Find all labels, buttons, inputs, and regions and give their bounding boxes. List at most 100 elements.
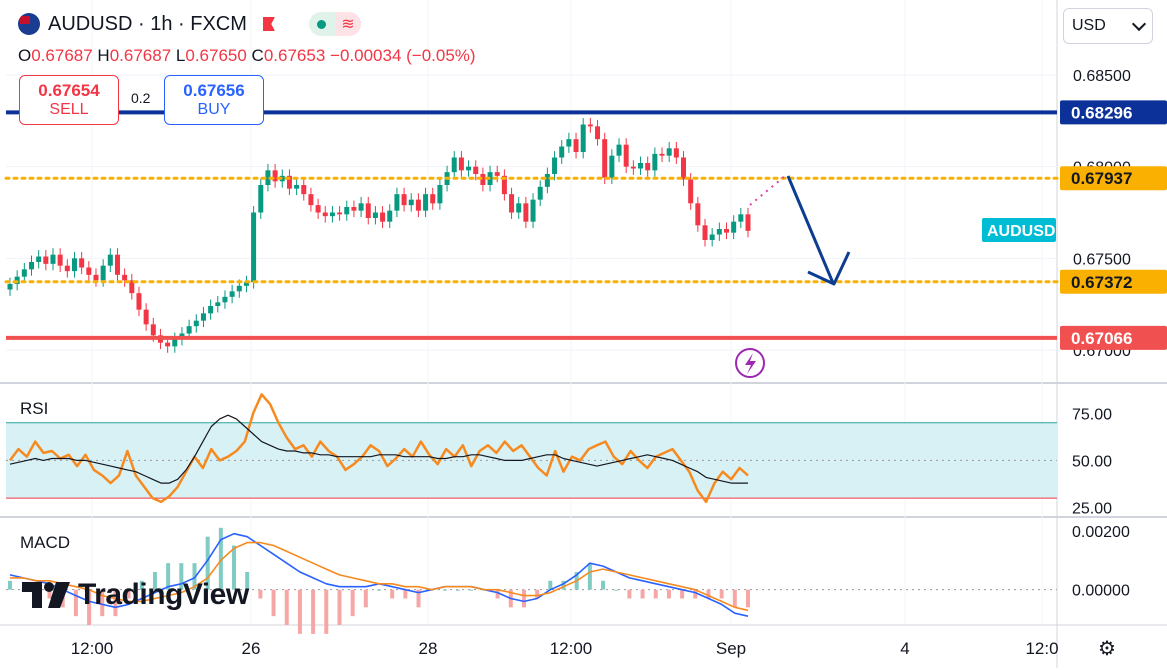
candle-body	[423, 194, 429, 211]
macd-histogram-bar	[548, 580, 553, 590]
macd-histogram-bar	[666, 589, 671, 599]
macd-histogram-bar	[653, 589, 658, 599]
candle-body	[616, 144, 622, 156]
macd-histogram-bar	[284, 589, 289, 625]
macd-histogram-bar	[416, 589, 421, 608]
macd-histogram-bar	[87, 589, 92, 625]
candle-body	[673, 148, 679, 158]
macd-histogram-bar	[746, 589, 750, 608]
macd-histogram-bar	[337, 589, 342, 625]
forecast-dotted-line	[749, 175, 786, 206]
candle-body	[537, 186, 543, 200]
candle-body	[702, 225, 708, 240]
time-tick-label: 12:0	[1025, 639, 1058, 658]
level-price-tag	[1060, 100, 1167, 125]
high-value: 0.67687	[109, 46, 172, 65]
symbol-title[interactable]: AUDUSD · 1h · FXCM	[48, 12, 247, 35]
candle-body	[200, 313, 206, 321]
candle-body	[351, 207, 357, 211]
candle-body	[530, 199, 536, 222]
lightning-bolt	[745, 353, 756, 374]
candle-body	[552, 157, 558, 174]
candle-body	[329, 212, 335, 217]
macd-histogram-bar	[456, 589, 461, 591]
candle-body	[372, 212, 378, 218]
candle-body	[738, 214, 744, 222]
rsi-pane-label[interactable]: RSI	[20, 399, 49, 418]
candle-body	[272, 170, 278, 182]
currency-selector[interactable]: USD	[1063, 8, 1153, 44]
wave-icon[interactable]: ≋	[334, 12, 361, 36]
time-tick-label: 12:00	[550, 639, 593, 658]
candle-body	[688, 179, 694, 204]
tradingview-logo-icon	[22, 582, 70, 608]
macd-histogram-bar	[232, 545, 237, 590]
candle-body	[358, 203, 364, 211]
candle-body	[430, 194, 436, 204]
macd-tick-label: 0.00200	[1072, 524, 1130, 541]
level-price-tag	[1060, 269, 1167, 294]
candle-body	[172, 339, 178, 347]
macd-histogram-bar	[719, 589, 724, 599]
macd-histogram-bar	[152, 572, 157, 590]
candle-body	[208, 306, 214, 314]
macd-histogram-bar	[324, 589, 329, 634]
sell-price: 0.67654	[38, 81, 100, 100]
candle-body	[401, 194, 407, 206]
ohlc-readout: O0.67687 H0.67687 L0.67650 C0.67653 −0.0…	[18, 46, 476, 65]
sell-label: SELL	[49, 101, 89, 118]
candle-body	[623, 144, 629, 167]
candle-body	[136, 293, 142, 310]
rsi-tick-label: 50.00	[1072, 453, 1112, 470]
candle-body	[265, 170, 271, 185]
candle-body	[473, 166, 479, 174]
candle-body	[458, 157, 464, 171]
price-tick-label: 0.68500	[1073, 68, 1131, 85]
macd-histogram-bar	[311, 589, 316, 634]
change-value: −0.00034 (−0.05%)	[330, 46, 476, 65]
macd-histogram-bar	[640, 589, 645, 599]
buy-button[interactable]: 0.67656 BUY	[164, 75, 264, 125]
buy-price: 0.67656	[183, 81, 245, 100]
candle-body	[36, 256, 42, 262]
macd-tick-label: 0.00000	[1072, 583, 1130, 600]
candle-body	[193, 320, 199, 327]
chevron-down-icon	[1131, 16, 1147, 32]
candle-body	[451, 157, 457, 173]
macd-pane-label[interactable]: MACD	[20, 533, 71, 552]
candle-body	[544, 174, 550, 187]
macd-histogram-bar	[693, 589, 698, 599]
macd-histogram-bar	[179, 563, 184, 590]
candle-body	[86, 267, 92, 275]
macd-histogram-bar	[100, 589, 105, 617]
sell-button[interactable]: 0.67654 SELL	[19, 75, 119, 125]
candle-body	[365, 203, 371, 218]
candle-body	[21, 269, 27, 277]
candle-body	[294, 185, 300, 189]
indicator-pills[interactable]: ≋	[308, 12, 361, 36]
candle-body	[229, 291, 235, 297]
macd-histogram-bar	[587, 563, 592, 590]
candle-body	[107, 254, 113, 266]
level-price-tag-label: 0.67372	[1071, 273, 1132, 292]
candle-body	[659, 153, 665, 156]
candle-body	[716, 229, 722, 235]
settings-gear-icon[interactable]: ⚙	[1098, 638, 1116, 660]
close-value: 0.67653	[263, 46, 326, 65]
macd-histogram-bar	[166, 563, 171, 590]
macd-histogram-bar	[192, 563, 197, 590]
macd-histogram-bar	[363, 589, 368, 608]
candle-body	[258, 185, 264, 213]
market-open-icon[interactable]	[308, 12, 335, 36]
macd-histogram-bar	[442, 589, 447, 591]
macd-histogram-bar	[218, 527, 223, 590]
candle-body	[315, 205, 321, 213]
flag-marker-icon[interactable]	[262, 17, 275, 31]
tradingview-logo: TradingView	[22, 578, 249, 612]
candle-body	[573, 139, 579, 152]
macd-histogram-bar	[350, 589, 355, 617]
australia-flag-icon	[18, 13, 40, 35]
candle-body	[509, 194, 515, 213]
macd-histogram-bar	[601, 580, 606, 590]
macd-histogram-bar	[469, 589, 474, 591]
